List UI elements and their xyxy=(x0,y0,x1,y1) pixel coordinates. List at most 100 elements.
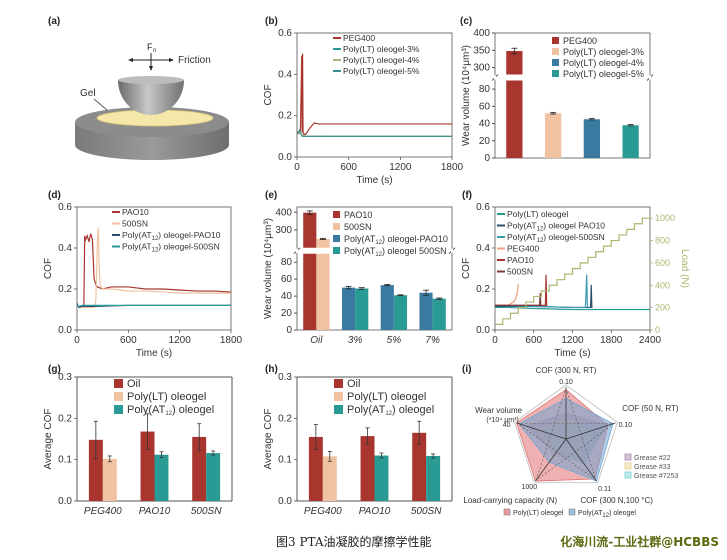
x-tick-label: 1800 xyxy=(441,162,464,173)
y-tick-label: 0.2 xyxy=(278,413,292,424)
x-tick-label: Oil xyxy=(310,335,323,346)
radar-spoke xyxy=(516,422,567,440)
bar xyxy=(622,125,639,158)
x-tick-label: 1200 xyxy=(169,335,192,346)
y2-axis-label: Load (N) xyxy=(679,249,690,288)
y2-tick-label: 400 xyxy=(655,280,670,290)
normal-force-arrowhead xyxy=(149,66,153,71)
radar-axis-label: COF (300 N,100 °C) xyxy=(580,496,653,505)
panel-label: (a) xyxy=(48,16,60,27)
legend-swatch xyxy=(552,48,559,55)
legend-label: Poly(AT12) oleogel-PAO10 xyxy=(122,230,221,242)
axis-break-gap xyxy=(451,248,453,253)
series-line xyxy=(297,53,452,135)
legend-swatch xyxy=(624,453,632,461)
y-tick-label: 0.6 xyxy=(476,202,490,213)
x-tick-label: 1800 xyxy=(220,335,243,346)
y-tick-label: 0.4 xyxy=(58,243,72,254)
radar-grid-dash xyxy=(535,423,615,481)
bar xyxy=(303,212,317,248)
bar xyxy=(316,253,330,330)
plot-frame xyxy=(76,206,232,331)
legend-swatch xyxy=(114,379,123,388)
axis-break-gap xyxy=(296,248,298,253)
legend-swatch xyxy=(624,462,632,470)
y2-tick-label: 600 xyxy=(655,258,670,268)
legend-label: 500SN xyxy=(122,219,148,229)
y-axis-label: COF xyxy=(263,84,274,105)
legend-label: PEG400 xyxy=(563,36,597,46)
x-tick-label: PEG400 xyxy=(84,506,122,517)
radar-grid-dash xyxy=(565,387,597,481)
y-tick-label: 0.1 xyxy=(58,455,72,466)
legend-label: 500SN xyxy=(507,267,533,277)
legend-label: Grease #22 xyxy=(634,455,671,462)
bar xyxy=(583,119,601,158)
figure-caption: 图3 PTA油凝胶的摩擦学性能 xyxy=(276,535,432,549)
y-tick-label: 0.0 xyxy=(476,325,490,336)
axis-break-gap xyxy=(494,75,496,80)
series-line xyxy=(494,274,589,309)
radar-axis-label: COF (50 N, RT) xyxy=(622,404,679,413)
x-tick-label: 0 xyxy=(492,335,498,346)
legend-label: PEG400 xyxy=(507,244,539,254)
panel-label: (i) xyxy=(462,364,471,375)
legend-swatch xyxy=(114,392,123,401)
legend-label: Poly(AT12) oleogel 500SN xyxy=(344,246,447,258)
y-tick-label: 40 xyxy=(479,119,491,130)
bar xyxy=(303,253,317,330)
radar-outline xyxy=(514,384,618,484)
legend-label: Poly(LT) oleogel-3% xyxy=(343,44,420,54)
y-tick-label: 0.0 xyxy=(58,325,72,336)
bar xyxy=(506,80,523,158)
x-tick-label: PAO10 xyxy=(359,506,391,517)
legend-label: Poly(LT) oleogel-5% xyxy=(343,66,420,76)
series-line xyxy=(77,227,231,309)
bar xyxy=(192,436,207,501)
bar xyxy=(341,287,356,330)
bar xyxy=(206,453,221,501)
panel-label: (h) xyxy=(265,364,278,375)
panel-g: (g) 0.0 0.1 0.2 0.3 Average COF PEG400 PAO10 500… xyxy=(43,364,233,517)
radar-axis-tick: 1000 xyxy=(522,484,538,491)
y-tick-label: 0.2 xyxy=(58,284,72,295)
legend-swatch xyxy=(333,247,340,254)
bar xyxy=(419,292,433,330)
x-tick-label: 600 xyxy=(120,335,137,346)
bar xyxy=(88,439,103,501)
bar xyxy=(432,298,446,330)
legend-label: Poly(AT12) oleogel xyxy=(347,404,434,417)
radar-axis-tick: 0.10 xyxy=(619,422,633,429)
panel-label: (g) xyxy=(48,364,61,375)
y-tick-label: 80 xyxy=(281,257,293,268)
legend-label: Oil xyxy=(127,378,140,390)
legend-label: Poly(AT12) oleogel-500SN xyxy=(122,242,220,254)
y-tick-label: 0.6 xyxy=(278,28,292,39)
bar xyxy=(412,432,427,501)
panel-b: (b) 0.0 0.2 0.4 0.6 0 600 1200 1800 Time (s) COF PE… xyxy=(263,16,464,186)
series-line xyxy=(495,284,519,306)
legend-swatch xyxy=(624,471,632,479)
x-axis-label: Time (s) xyxy=(136,348,172,359)
bar xyxy=(544,113,562,158)
watermark: 化海川流-工业社群@HCBBS xyxy=(560,535,719,549)
x-tick-label: 7% xyxy=(425,335,440,346)
series-line xyxy=(495,217,650,326)
y-tick-label: 300 xyxy=(473,63,490,74)
y-tick-label: 0.4 xyxy=(476,243,490,254)
legend-label: Poly(LT) oleogel xyxy=(513,510,564,517)
legend-label: PAO10 xyxy=(122,207,149,217)
legend-label: Oil xyxy=(347,378,360,390)
x-tick-label: 3% xyxy=(348,335,363,346)
y-tick-label: 60 xyxy=(479,101,491,112)
legend-label: Poly(AT12) oleogel PAO10 xyxy=(507,221,605,233)
y-axis-label: Wear volume (10⁴μm³) xyxy=(263,218,274,319)
y-tick-label: 0.0 xyxy=(278,152,292,163)
plot-frame xyxy=(296,32,453,158)
series-line xyxy=(296,128,452,137)
legend-label: Poly(LT) oleogel-3% xyxy=(563,47,644,57)
plot-frame xyxy=(494,32,651,159)
x-tick-label: 0 xyxy=(74,335,80,346)
legend-label: Poly(AT12) oleogel-PAO10 xyxy=(344,234,448,246)
